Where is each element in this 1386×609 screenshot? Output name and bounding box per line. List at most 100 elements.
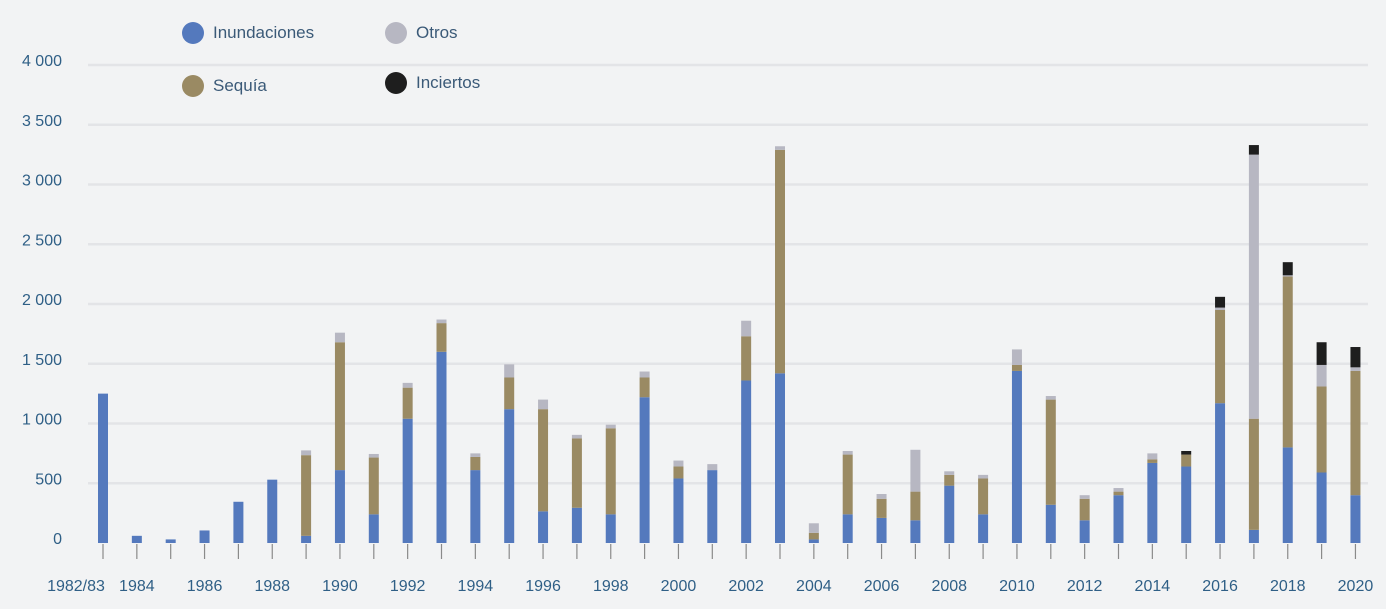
y-tick-label: 3 500 [22,113,62,130]
bar-other [639,371,650,378]
bar-drought [639,377,650,398]
bar-drought [1282,276,1293,448]
x-tick-label: 1984 [119,578,155,595]
bar-drought [1215,309,1226,404]
bar-uncertain [1282,262,1293,276]
x-tick-label: 2020 [1338,578,1374,595]
legend-item-uncertain: Inciertos [385,72,480,94]
y-tick-label: 1 500 [22,352,62,369]
bar-other [978,474,989,479]
x-tick-label: 2010 [999,578,1035,595]
bar-flood [605,514,616,543]
bar-other [1282,275,1293,277]
bar-flood [334,470,345,543]
bar-drought [1181,454,1192,467]
bar-other [436,319,447,324]
x-tick-label: 1996 [525,578,561,595]
bar-flood [368,514,379,543]
x-tick-label: 1992 [390,578,426,595]
bar-flood [1079,520,1090,543]
x-tick-label: 1990 [322,578,358,595]
bar-drought [334,342,345,471]
bar-uncertain [1316,342,1327,365]
bar-flood [267,479,278,543]
bar-other [808,523,819,533]
bar-other [775,146,785,150]
bar-drought [1045,399,1056,505]
bar-drought [368,457,379,515]
bar-drought [470,456,481,471]
bar-flood [1248,529,1259,543]
bar-other [1011,349,1022,365]
x-tick-label: 2012 [1067,578,1103,595]
x-tick-label: 2006 [864,578,900,595]
x-tick-label: 2000 [661,578,697,595]
bar-other [1113,488,1124,492]
bar-drought [978,478,989,515]
bar-drought [301,455,312,536]
legend-label-drought: Sequía [213,76,267,95]
bar-other [1045,396,1056,400]
x-tick-label: 1986 [187,578,223,595]
legend-swatch-flood [182,22,204,44]
legend-item-other: Otros [385,22,458,44]
bar-other [504,364,515,378]
bar-drought [538,409,549,512]
bar-uncertain [1181,450,1192,455]
bar-flood [571,507,582,543]
bar-drought [775,149,785,374]
bar-drought [1316,386,1327,473]
bar-drought [1147,459,1158,463]
bar-flood [1215,403,1226,543]
bar-drought [1350,370,1361,496]
bar-uncertain [1350,347,1361,368]
bar-flood [808,539,819,543]
x-tick-label: 2008 [931,578,967,595]
x-tick-label: 2018 [1270,578,1306,595]
bar-flood [402,418,413,543]
bar-flood [673,478,684,543]
y-tick-label: 2 500 [22,232,62,249]
bar-drought [1011,364,1022,371]
bar-flood [301,535,312,543]
bar-drought [436,323,447,352]
bar-other [1079,495,1090,499]
legend-swatch-drought [182,75,204,97]
bar-flood [842,514,853,543]
bar-drought [842,454,853,515]
bar-other [910,449,921,492]
bar-flood [1282,447,1293,543]
x-tick-label: 1994 [458,578,494,595]
bar-drought [944,474,955,486]
bar-other [842,450,853,455]
bar-flood [876,517,887,543]
bar-drought [910,491,921,521]
x-tick-label: 2016 [1202,578,1238,595]
legend-swatch-uncertain [385,72,407,94]
bar-flood [910,520,921,543]
bar-other [876,494,887,499]
bar-flood [1147,462,1158,543]
bar-flood [775,373,785,543]
bar-other [1316,364,1327,387]
bar-other [301,450,312,456]
legend-label-uncertain: Inciertos [416,73,481,92]
bar-drought [808,532,819,540]
bar-other [944,471,955,475]
bar-flood [1113,495,1124,543]
bar-flood [639,397,650,543]
bar-other [538,399,549,410]
bar-flood [1011,370,1022,543]
bar-other [605,424,616,429]
bar-flood [504,409,515,543]
x-tick-label: 2014 [1135,578,1171,595]
bar-other [1248,154,1259,419]
y-tick-label: 3 000 [22,173,62,190]
x-tick-label: 2004 [796,578,832,595]
bar-drought [402,387,413,419]
bar-uncertain [1215,296,1226,308]
bar-uncertain [1248,145,1259,155]
bar-other [707,464,718,471]
